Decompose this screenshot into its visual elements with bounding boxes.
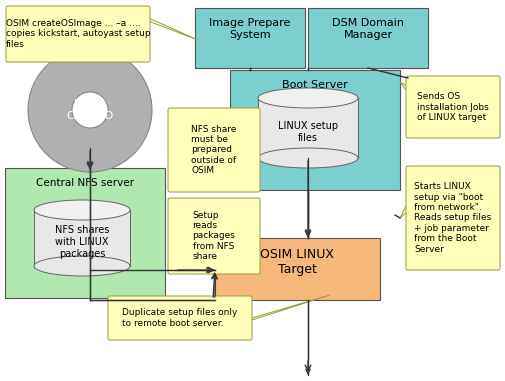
- Text: Sends OS
installation Jobs
of LINUX target: Sends OS installation Jobs of LINUX targ…: [417, 92, 489, 122]
- Text: NFS share
must be
prepared
outside of
OSIM: NFS share must be prepared outside of OS…: [191, 125, 237, 175]
- Text: LINUX setup
files: LINUX setup files: [278, 121, 338, 143]
- Bar: [195, 8, 305, 68]
- Ellipse shape: [34, 200, 130, 220]
- Polygon shape: [194, 250, 215, 272]
- Bar: [230, 70, 400, 190]
- Polygon shape: [180, 160, 206, 190]
- FancyBboxPatch shape: [406, 76, 500, 138]
- Circle shape: [72, 92, 108, 128]
- Polygon shape: [400, 82, 421, 94]
- Text: OSIM LINUX
Target: OSIM LINUX Target: [261, 248, 334, 276]
- Bar: [34, 210, 130, 266]
- FancyBboxPatch shape: [406, 166, 500, 270]
- Polygon shape: [184, 295, 330, 338]
- Text: Central NFS server: Central NFS server: [36, 178, 134, 188]
- Polygon shape: [114, 8, 198, 40]
- Polygon shape: [400, 200, 421, 218]
- Text: Starts LINUX
setup via "boot
from network".
Reads setup files
+ job parameter
fr: Starts LINUX setup via "boot from networ…: [415, 182, 492, 254]
- FancyBboxPatch shape: [168, 198, 260, 274]
- Bar: [308, 8, 428, 68]
- Circle shape: [28, 48, 152, 172]
- Bar: [215, 238, 380, 300]
- FancyBboxPatch shape: [6, 6, 150, 62]
- Ellipse shape: [34, 256, 130, 276]
- Text: Duplicate setup files only
to remote boot server.: Duplicate setup files only to remote boo…: [122, 308, 238, 328]
- Text: OSIM createOSImage ... –a ....
copies kickstart, autoyast setup
files: OSIM createOSImage ... –a .... copies ki…: [6, 19, 150, 49]
- Text: Boot Server: Boot Server: [282, 80, 348, 90]
- Text: DSM Domain
Manager: DSM Domain Manager: [332, 18, 404, 40]
- Bar: [258, 98, 358, 158]
- Ellipse shape: [258, 88, 358, 108]
- Ellipse shape: [258, 148, 358, 168]
- FancyBboxPatch shape: [168, 108, 260, 192]
- Text: Image Prepare
System: Image Prepare System: [209, 18, 291, 40]
- FancyBboxPatch shape: [108, 296, 252, 340]
- Bar: [5, 168, 165, 298]
- Text: LINUX
CDs,DVD: LINUX CDs,DVD: [66, 99, 114, 121]
- Text: Setup
reads
packages
from NFS
share: Setup reads packages from NFS share: [192, 211, 235, 261]
- Text: NFS shares
with LINUX
packages: NFS shares with LINUX packages: [55, 226, 109, 259]
